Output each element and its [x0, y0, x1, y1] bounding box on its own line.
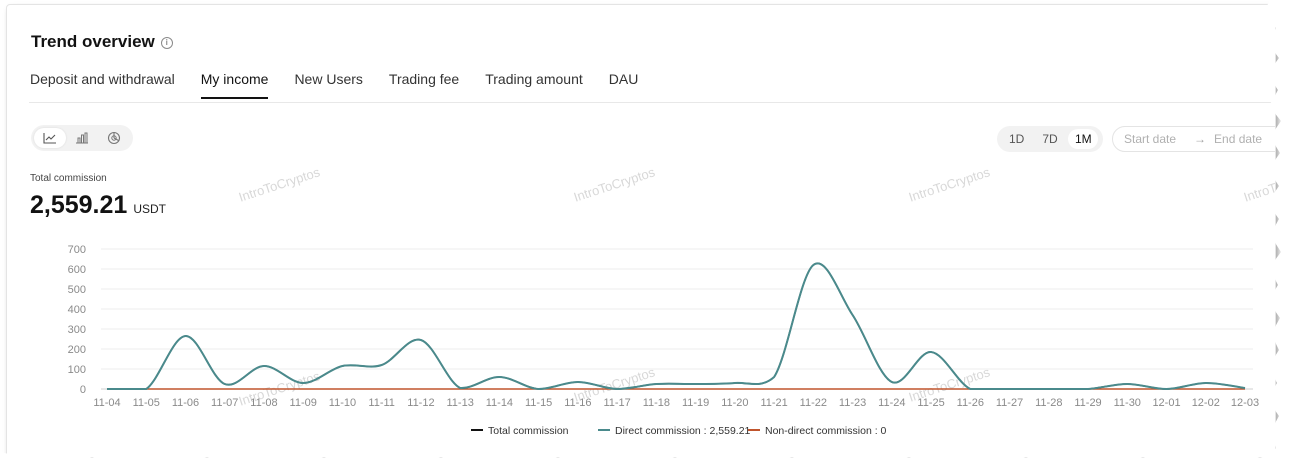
x-tick-label: 11-17 [603, 397, 630, 409]
tab-deposit-withdrawal[interactable]: Deposit and withdrawal [30, 71, 175, 87]
page-title: Trend overview [31, 32, 155, 51]
trend-overview-card: Trend overview i Deposit and withdrawal … [6, 4, 1276, 458]
range-1m-button[interactable]: 1M [1068, 129, 1099, 149]
info-icon[interactable]: i [160, 36, 173, 49]
series-line-direct-commission [106, 262, 1246, 391]
range-1d-button[interactable]: 1D [1008, 132, 1025, 146]
x-tick-label: 11-13 [447, 397, 474, 409]
tab-trading-amount[interactable]: Trading amount [485, 71, 583, 87]
x-tick-label: 11-04 [93, 397, 120, 409]
y-tick-label: 600 [68, 264, 86, 276]
x-tick-label: 11-19 [682, 397, 709, 409]
summary-row: 2,559.21 USDT [30, 191, 166, 220]
summary-label: Total commission [30, 173, 107, 184]
tab-new-users[interactable]: New Users [294, 71, 363, 87]
x-tick-label: 11-16 [564, 397, 591, 409]
legend-label: Total commission [488, 425, 569, 437]
x-tick-label: 11-11 [368, 397, 395, 409]
x-tick-label: 11-22 [800, 397, 827, 409]
title-row: Trend overview i [31, 32, 173, 52]
line-chart-icon [43, 133, 56, 144]
x-tick-label: 11-09 [290, 397, 317, 409]
bar-chart-icon [76, 132, 88, 144]
x-tick-label: 11-23 [839, 397, 866, 409]
tabs-divider [29, 102, 1275, 103]
pie-chart-button[interactable] [98, 128, 130, 148]
chart-type-switch [31, 125, 133, 151]
tab-bar: Deposit and withdrawal My income New Use… [30, 71, 664, 99]
y-tick-label: 300 [68, 324, 86, 336]
y-tick-label: 700 [68, 244, 86, 256]
x-tick-label: 11-27 [996, 397, 1023, 409]
range-7d-button[interactable]: 7D [1042, 132, 1058, 146]
tab-trading-fee[interactable]: Trading fee [388, 71, 460, 87]
time-range-selector: 1D 7D 1M [997, 126, 1103, 152]
summary-unit: USDT [133, 202, 166, 216]
x-tick-label: 11-08 [250, 397, 277, 409]
x-tick-label: 11-28 [1035, 397, 1062, 409]
x-tick-label: 11-05 [133, 397, 160, 409]
x-tick-label: 11-20 [721, 397, 748, 409]
y-tick-label: 200 [68, 344, 86, 356]
y-tick-label: 0 [80, 384, 86, 396]
legend-label: Direct commission : 2,559.21 [615, 425, 751, 437]
arrow-right-icon: → [1194, 132, 1207, 146]
x-tick-label: 11-07 [211, 397, 238, 409]
x-tick-label: 11-15 [525, 397, 552, 409]
y-tick-label: 100 [68, 364, 86, 376]
x-tick-label: 11-29 [1074, 397, 1101, 409]
x-tick-label: 12-03 [1231, 397, 1259, 409]
line-chart-button[interactable] [34, 128, 66, 148]
x-tick-label: 11-30 [1114, 397, 1141, 409]
tab-my-income[interactable]: My income [200, 71, 269, 99]
date-range-picker[interactable]: Start date → End date [1112, 126, 1275, 152]
x-tick-label: 11-25 [917, 397, 944, 409]
y-tick-label: 500 [68, 284, 86, 296]
y-tick-label: 400 [68, 304, 86, 316]
legend-label: Non-direct commission : 0 [765, 425, 887, 437]
x-tick-label: 11-14 [486, 397, 513, 409]
bar-chart-button[interactable] [66, 128, 98, 148]
x-tick-label: 11-18 [643, 397, 670, 409]
start-date-input[interactable]: Start date [1124, 132, 1177, 146]
x-tick-label: 11-12 [407, 397, 434, 409]
x-tick-label: 11-10 [329, 397, 356, 409]
pie-chart-icon [107, 131, 121, 145]
x-tick-label: 11-26 [957, 397, 984, 409]
tab-dau[interactable]: DAU [608, 71, 639, 87]
x-tick-label: 11-06 [172, 397, 199, 409]
x-tick-label: 12-02 [1192, 397, 1220, 409]
x-tick-label: 11-24 [878, 397, 905, 409]
summary-value: 2,559.21 [30, 191, 128, 219]
end-date-input[interactable]: End date [1214, 132, 1263, 146]
income-line-chart: 0 100 200 300 400 500 600 700 11-04 11-05 11-06 11-… [68, 244, 1259, 437]
x-tick-label: 12-01 [1152, 397, 1180, 409]
x-tick-label: 11-21 [760, 397, 787, 409]
